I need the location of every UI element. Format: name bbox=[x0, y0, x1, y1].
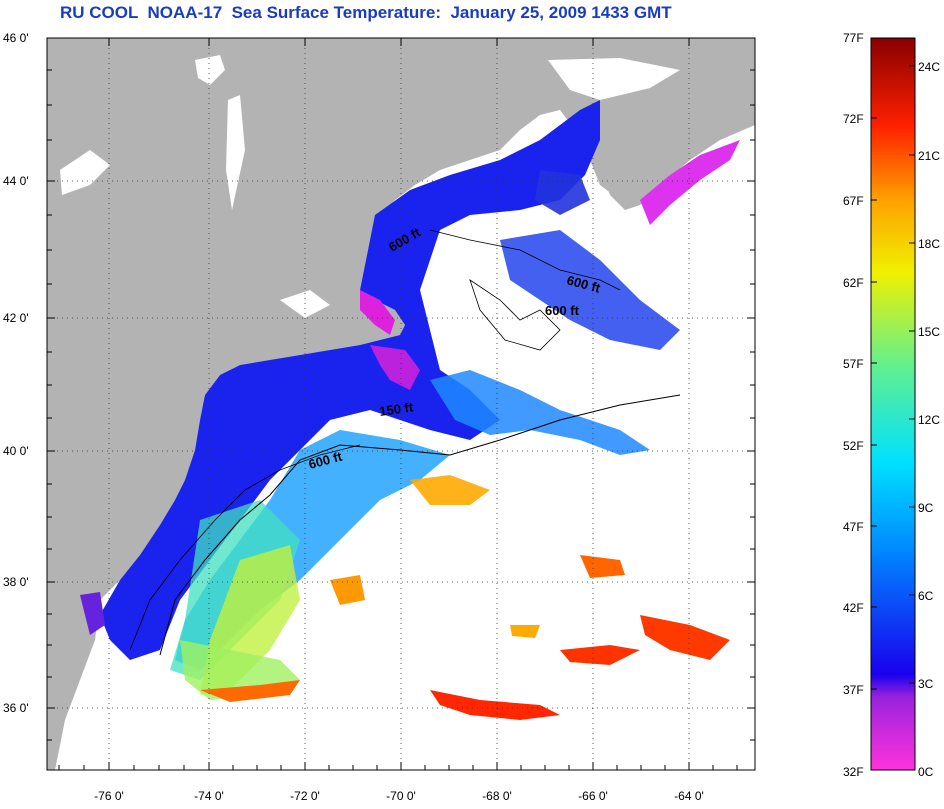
contour-label-3: 600 ft bbox=[545, 303, 580, 318]
cb-c-3: 3C bbox=[918, 677, 934, 691]
sst-orange-4 bbox=[200, 680, 300, 702]
lake-1 bbox=[195, 55, 225, 85]
cb-f-62: 62F bbox=[843, 276, 864, 290]
contour-600ft-shelf bbox=[159, 394, 681, 656]
lat-label-42: 42 0' bbox=[3, 311, 29, 325]
cb-f-77: 77F bbox=[843, 31, 864, 45]
sst-purple-3 bbox=[640, 140, 740, 225]
land-nova-scotia bbox=[590, 65, 740, 200]
lon-label-66: -66 0' bbox=[578, 789, 608, 803]
sst-red-1 bbox=[430, 690, 560, 720]
lat-lon-grid bbox=[47, 38, 755, 770]
lake-2 bbox=[226, 95, 245, 210]
contour-georges-bank bbox=[469, 279, 561, 351]
cb-f-42: 42F bbox=[843, 601, 864, 615]
colorbar-ticks bbox=[871, 65, 915, 690]
cb-c-24: 24C bbox=[918, 60, 940, 74]
frame-ticks bbox=[47, 37, 755, 770]
gulf-st-lawrence bbox=[548, 58, 680, 100]
sst-orange-5 bbox=[510, 625, 540, 638]
lat-label-46: 46 0' bbox=[3, 31, 29, 45]
map-title: RU COOL NOAA-17 Sea Surface Temperature:… bbox=[60, 3, 672, 22]
cb-c-6: 6C bbox=[918, 589, 934, 603]
lon-label-68: -68 0' bbox=[482, 789, 512, 803]
lon-label-72: -72 0' bbox=[290, 789, 320, 803]
cb-f-67: 67F bbox=[843, 194, 864, 208]
lat-label-38: 38 0' bbox=[3, 575, 29, 589]
cb-f-57: 57F bbox=[843, 357, 864, 371]
cb-f-72: 72F bbox=[843, 112, 864, 126]
cb-f-47: 47F bbox=[843, 520, 864, 534]
map-layers: 600 ft 600 ft 600 ft 150 ft 600 ft bbox=[47, 38, 755, 770]
sst-patch-2 bbox=[535, 170, 590, 215]
contour-150ft bbox=[129, 444, 361, 651]
sst-purple-1 bbox=[360, 290, 395, 335]
cb-f-32: 32F bbox=[843, 765, 864, 779]
lat-label-36: 36 0' bbox=[3, 701, 29, 715]
lon-label-64: -64 0' bbox=[674, 789, 704, 803]
cb-c-12: 12C bbox=[918, 413, 940, 427]
lat-label-44: 44 0' bbox=[3, 174, 29, 188]
sst-red-2 bbox=[560, 645, 640, 665]
cb-c-21: 21C bbox=[918, 149, 940, 163]
cb-f-52: 52F bbox=[843, 439, 864, 453]
cb-c-18: 18C bbox=[918, 237, 940, 251]
cb-f-37: 37F bbox=[843, 683, 864, 697]
lake-3 bbox=[60, 150, 110, 195]
sst-purple-2 bbox=[370, 345, 420, 390]
contour-label-4: 150 ft bbox=[378, 399, 414, 419]
lon-label-70: -70 0' bbox=[386, 789, 416, 803]
sst-patch-1 bbox=[500, 230, 680, 350]
lon-label-76: -76 0' bbox=[94, 789, 124, 803]
lat-label-40: 40 0' bbox=[3, 444, 29, 458]
cb-c-9: 9C bbox=[918, 501, 934, 515]
cb-c-15: 15C bbox=[918, 325, 940, 339]
sst-orange-2 bbox=[330, 575, 365, 605]
lon-label-74: -74 0' bbox=[194, 789, 224, 803]
sst-orange-3 bbox=[580, 555, 625, 578]
cb-c-0: 0C bbox=[918, 765, 934, 779]
land-mass bbox=[47, 38, 755, 770]
sst-purple-4 bbox=[80, 592, 105, 635]
sst-patch-3 bbox=[430, 370, 650, 455]
contour-600ft-gom bbox=[429, 229, 621, 291]
colorbar bbox=[870, 37, 916, 771]
sst-orange-1 bbox=[410, 475, 490, 505]
sst-red-3 bbox=[640, 615, 730, 660]
